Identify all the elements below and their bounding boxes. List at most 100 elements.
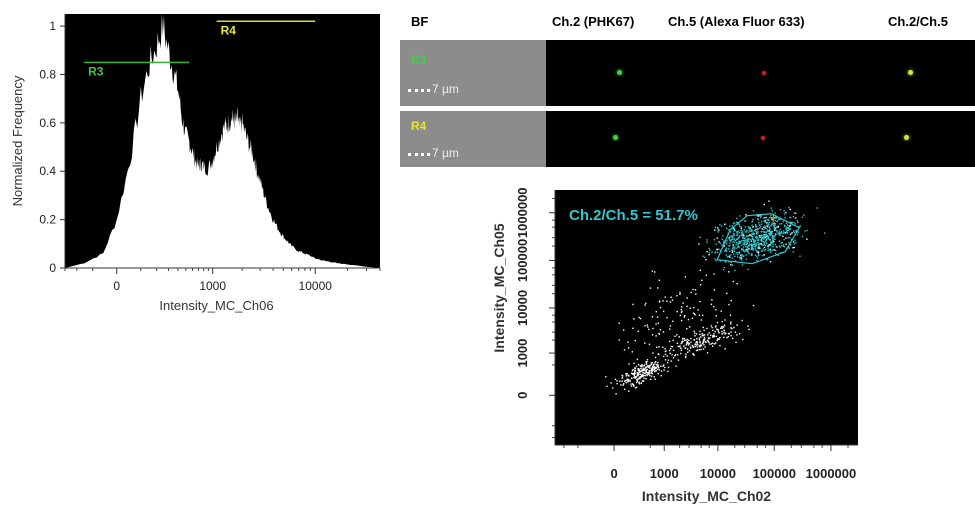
scatter-point <box>632 369 634 371</box>
scatter-point <box>728 248 730 250</box>
scatter-point <box>763 220 765 222</box>
scatter-point <box>731 251 734 254</box>
scatter-point <box>662 331 665 333</box>
scatter-point <box>659 300 661 302</box>
scatter-point <box>681 341 683 344</box>
x-tick-label: 10000 <box>700 466 736 481</box>
scatter-point <box>776 231 778 233</box>
y-tick-label: 10000 <box>515 290 530 326</box>
scatter-point <box>771 232 773 234</box>
scatter-point <box>645 370 647 373</box>
scatter-point <box>734 255 736 257</box>
scatter-point <box>643 365 645 367</box>
scatter-point <box>726 292 728 295</box>
scatter-point <box>752 226 754 228</box>
y-tick-label: 1 <box>49 19 56 33</box>
scatter-point <box>774 234 777 236</box>
scatter-point <box>667 370 669 373</box>
scatter-point <box>621 374 623 377</box>
scatter-point <box>656 316 659 318</box>
scatter-point <box>745 245 747 248</box>
scatter-point <box>745 214 747 216</box>
scatter-point <box>650 363 652 366</box>
scatter-point <box>640 382 643 385</box>
scatter-point <box>676 342 679 344</box>
scatter-point <box>679 314 681 317</box>
scatter-point <box>788 247 790 249</box>
scatter-point <box>708 247 710 250</box>
scatter-point <box>765 231 767 233</box>
scatter-point <box>664 359 667 361</box>
scatter-point <box>768 223 770 226</box>
scatter-point <box>772 243 774 245</box>
scatter-point <box>726 240 728 242</box>
x-axis-label: Intensity_MC_Ch06 <box>159 298 273 313</box>
scatter-point <box>641 373 643 376</box>
scatter-point <box>744 249 746 251</box>
scatter-point <box>716 248 718 251</box>
scatter-point <box>692 353 694 355</box>
scatter-point <box>760 231 762 233</box>
scatter-point <box>664 366 666 369</box>
scatter-point <box>776 246 778 248</box>
scatter-point <box>794 217 797 219</box>
scatter-point <box>747 225 750 228</box>
scatter-point <box>676 295 678 297</box>
scatter-point <box>724 261 727 263</box>
scatter-point <box>649 364 652 367</box>
scatter-point <box>659 329 662 331</box>
scatter-point <box>625 375 628 377</box>
scatter-point <box>762 255 764 257</box>
scatter-point <box>719 337 721 339</box>
scatter-point <box>714 252 716 254</box>
scatter-point <box>650 378 652 380</box>
scatter-point <box>741 254 743 256</box>
scatter-point <box>644 367 646 369</box>
scatter-point <box>638 369 640 371</box>
scatter-point <box>762 244 764 246</box>
scatter-point <box>737 245 739 247</box>
scatter-point <box>737 246 739 248</box>
scatter-point <box>765 242 768 244</box>
scatter-point <box>697 309 699 311</box>
scatter-point <box>733 228 736 230</box>
scatter-point <box>776 220 778 223</box>
image-row-r4: R4 7 µm <box>400 111 975 167</box>
scatter-point <box>758 238 760 240</box>
scatter-point <box>756 233 758 235</box>
scatter-point <box>695 333 698 335</box>
y-axis-label: Intensity_MC_Ch05 <box>491 223 507 352</box>
scatter-point <box>702 255 704 257</box>
scatter-point <box>738 224 741 226</box>
scatter-point <box>651 368 654 371</box>
scatter-point <box>657 353 659 355</box>
scatter-point <box>751 224 753 226</box>
scatter-point <box>708 254 710 256</box>
gate-label-r4: R4 <box>221 23 237 37</box>
scatter-point <box>770 215 772 217</box>
scatter-point <box>650 372 653 374</box>
scatter-point <box>738 252 740 254</box>
scatter-point <box>767 235 769 238</box>
scale-bar <box>408 89 430 92</box>
scatter-point <box>636 380 638 383</box>
scatter-point <box>709 343 711 345</box>
scatter-point <box>731 228 733 230</box>
scatter-point <box>761 249 764 252</box>
scatter-point <box>765 221 768 224</box>
scatter-point <box>656 346 658 348</box>
scatter-point <box>711 251 713 253</box>
scatter-point <box>769 244 771 246</box>
scatter-point <box>667 359 670 361</box>
scatter-point <box>728 238 731 241</box>
scatter-point <box>639 378 641 380</box>
scatter-point <box>754 236 757 239</box>
scatter-point <box>645 362 648 364</box>
scatter-point <box>747 250 749 253</box>
gate-label-r3: R3 <box>88 64 104 78</box>
scatter-point <box>743 237 745 239</box>
scatter-point <box>719 224 721 226</box>
scatter-point <box>616 383 618 385</box>
scatter-point <box>755 249 757 252</box>
scatter-point <box>734 229 736 232</box>
